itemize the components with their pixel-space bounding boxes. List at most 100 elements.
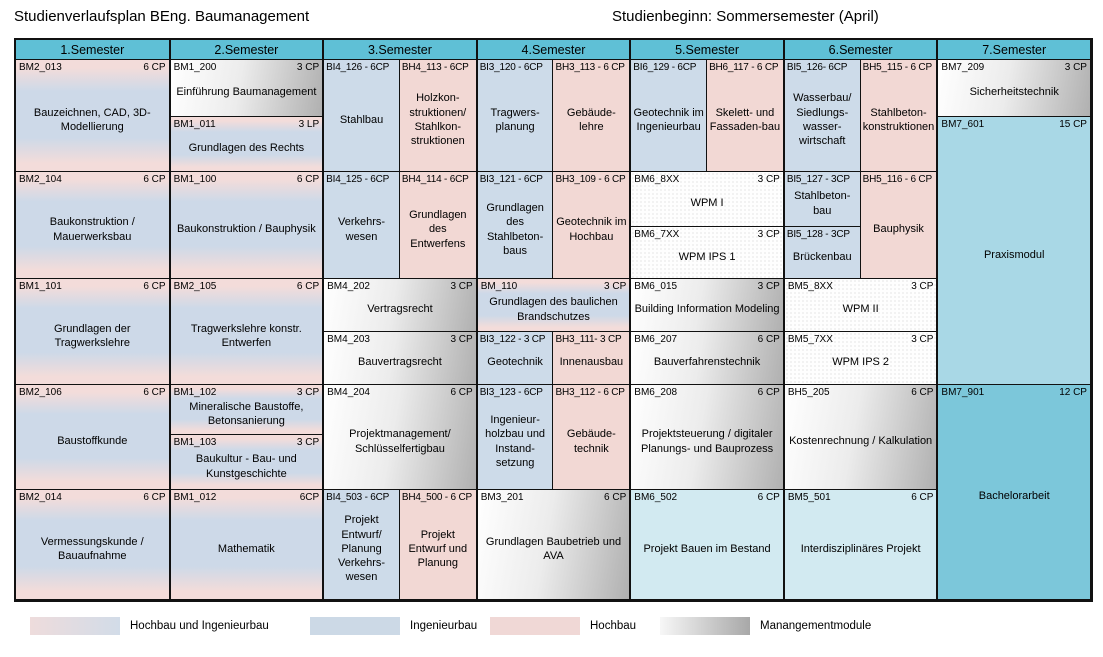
module-header: BM1_103 3 CP (171, 435, 323, 448)
module-credits: 6 CP (757, 334, 780, 345)
semester-header-2: 2.Semester (169, 40, 324, 60)
module-title: Grundlagen der Tragwerkslehre (54, 322, 131, 349)
module-title: Gebäude-lehre (566, 106, 616, 133)
module-credits: 6 CP (143, 174, 166, 185)
module-code: BM5_7XX (787, 334, 833, 345)
module-credits: 3 CP (757, 281, 780, 292)
module-credits: 6 CP (143, 62, 166, 73)
module-code: BH3_113 - 6 CP (555, 62, 625, 73)
module-code: BH3_111- 3 CP (555, 334, 622, 345)
legend-item-hochbau-und-ingenieurbau: Hochbau und Ingenieurbau (30, 617, 269, 635)
module-code: BM6_8XX (634, 174, 680, 185)
legend-label: Hochbau (590, 620, 637, 632)
module-header: BM1_101 6 CP (16, 279, 169, 292)
module-header: BM2_014 6 CP (16, 490, 169, 503)
module-title: Skelett- und Fassaden-bau (709, 106, 781, 133)
module-code: BM2_013 (19, 62, 62, 73)
module-code: BM1_012 (173, 492, 217, 503)
module-cell-BI5_126: BI5_126- 6CP Wasserbau/ Siedlungs­wasser­… (783, 60, 861, 172)
module-header: BM2_104 6 CP (16, 172, 169, 185)
module-credits: 6 CP (757, 387, 780, 398)
module-cell-BH5_205: BH5_205 6 CP Kostenrechnung / Kalkulation (783, 385, 938, 490)
module-code: BM2_106 (19, 387, 62, 398)
module-title: Gebäude­technik (566, 428, 616, 455)
semester-header-1: 1.Semester (16, 40, 170, 60)
module-header: BM6_8XX 3 CP (631, 172, 783, 185)
module-code: BM6_207 (634, 334, 678, 345)
module-title: Tragwers­planung (490, 106, 540, 133)
module-title: Brückenbau (792, 250, 852, 263)
module-title: Stahlbeton-bau (794, 190, 851, 217)
module-title: Sicherheitstechnik (969, 86, 1059, 99)
module-code: BM4_204 (327, 387, 370, 398)
module-title: Grundlagen des baulichen Brandschutzes (489, 296, 618, 323)
module-title: Bauphysik (873, 223, 924, 236)
module-cell-BI4_126: BI4_126 - 6CP Stahlbau (323, 60, 400, 172)
module-header: BH6_117 - 6 CP (707, 60, 783, 73)
module-title: Baukonstruktion / Bauphysik (176, 223, 316, 236)
module-title: Grundlagen des Entwerfens (409, 209, 467, 250)
module-header: BM6_502 6 CP (631, 490, 783, 503)
module-code: BH4_500 - 6 CP (401, 492, 472, 503)
module-code: BI3_120 - 6CP (479, 62, 543, 73)
module-title: Mineralische Baustoffe, Betonsanierung (189, 400, 304, 427)
legend-item-hochbau: Hochbau (490, 617, 636, 635)
module-cell-BM1_102: BM1_102 3 CP Mineralische Baustoffe, Beton… (169, 385, 324, 435)
module-title: Projekt Bauen im Bestand (643, 542, 771, 555)
module-header: BI6_129 - 6CP (631, 60, 706, 73)
module-header: BM5_8XX 3 CP (785, 279, 937, 292)
module-credits: 3 LP (298, 119, 320, 130)
module-title: WPM IPS 2 (832, 356, 890, 369)
module-header: BM7_209 3 CP (938, 60, 1090, 73)
module-title: Geotechnik im Hochbau (556, 216, 627, 243)
module-code: BM5_8XX (787, 281, 833, 292)
module-header: BH4_500 - 6 CP (400, 490, 476, 503)
module-title: WPM IPS 1 (678, 250, 736, 263)
module-header: BM4_203 3 CP (324, 332, 476, 345)
module-cell-BH5_115: BH5_115 - 6 CP Stahlbeton­konstrukt­ionen (860, 60, 938, 172)
module-header: BM1_100 6 CP (171, 172, 323, 185)
module-title: Bauzeichnen, CAD, 3D-Modellierung (33, 106, 151, 133)
module-header: BM7_901 12 CP (938, 385, 1090, 398)
module-cell-BM1_100: BM1_100 6 CP Baukonstruktion / Bauphysik (169, 172, 324, 279)
module-credits: 15 CP (1059, 119, 1087, 130)
module-header: BM6_015 3 CP (631, 279, 783, 292)
legend-label: Ingenieurbau (410, 620, 478, 632)
module-code: BI3_122 - 3 CP (479, 334, 546, 345)
module-cell-BM2_106: BM2_106 6 CP Baustoffkunde (16, 385, 170, 490)
module-cell-BM6_8XX: BM6_8XX 3 CP WPM I (630, 172, 784, 227)
module-cell-BM6_502: BM6_502 6 CP Projekt Bauen im Bestand (630, 490, 784, 600)
module-title: Grundlagen Baubetrieb und AVA (485, 535, 622, 562)
semester-header-4: 4.Semester (476, 40, 631, 60)
module-code: BM7_601 (941, 119, 985, 130)
module-title: Einführung Baumanagement (176, 86, 317, 99)
module-cell-BM3_201: BM3_201 6 CP Grundlagen Baubetrieb und AVA (476, 490, 631, 600)
legend-swatch-hochbau (490, 617, 580, 635)
module-header: BM6_208 6 CP (631, 385, 783, 398)
module-title: Mathematik (217, 542, 275, 555)
module-code: BI6_129 - 6CP (633, 62, 697, 73)
module-header: BI5_128 - 3CP (785, 227, 860, 240)
module-title: Geotechnik im Ingenieurbau (633, 106, 704, 133)
module-title: Bauverfahrenstechnik (653, 356, 761, 369)
module-title: Grundlagen des Stahlbeton­baus (486, 201, 544, 257)
module-cell-BM1_012: BM1_012 6CP Mathematik (169, 490, 324, 600)
module-title: WPM I (690, 197, 724, 210)
module-title: Grundlagen des Rechts (188, 142, 305, 155)
module-credits: 3 CP (911, 281, 934, 292)
module-cell-BM6_208: BM6_208 6 CP Projektsteuerung / digitaler … (630, 385, 784, 490)
module-code: BI5_126- 6CP (786, 62, 848, 73)
module-title: Baustoffkunde (57, 435, 128, 448)
module-code: BM2_105 (173, 281, 217, 292)
module-cell-BM5_501: BM5_501 6 CP Interdisziplinäres Projekt (783, 490, 938, 600)
module-cell-BI3_120: BI3_120 - 6CP Tragwers­planung (476, 60, 554, 172)
module-credits: 3 CP (450, 334, 473, 345)
module-title: Vermessungskunde / Bauaufnahme (40, 535, 144, 562)
module-credits: 3 CP (604, 281, 627, 292)
module-code: BM6_7XX (634, 229, 680, 240)
module-header: BM5_7XX 3 CP (785, 332, 937, 345)
module-credits: 3 CP (296, 387, 320, 398)
module-code: BH4_114 - 6CP (401, 174, 469, 185)
module-header: BM4_202 3 CP (324, 279, 476, 292)
module-cell-BM7_901: BM7_901 12 CP Bachelorarbeit (937, 385, 1091, 600)
